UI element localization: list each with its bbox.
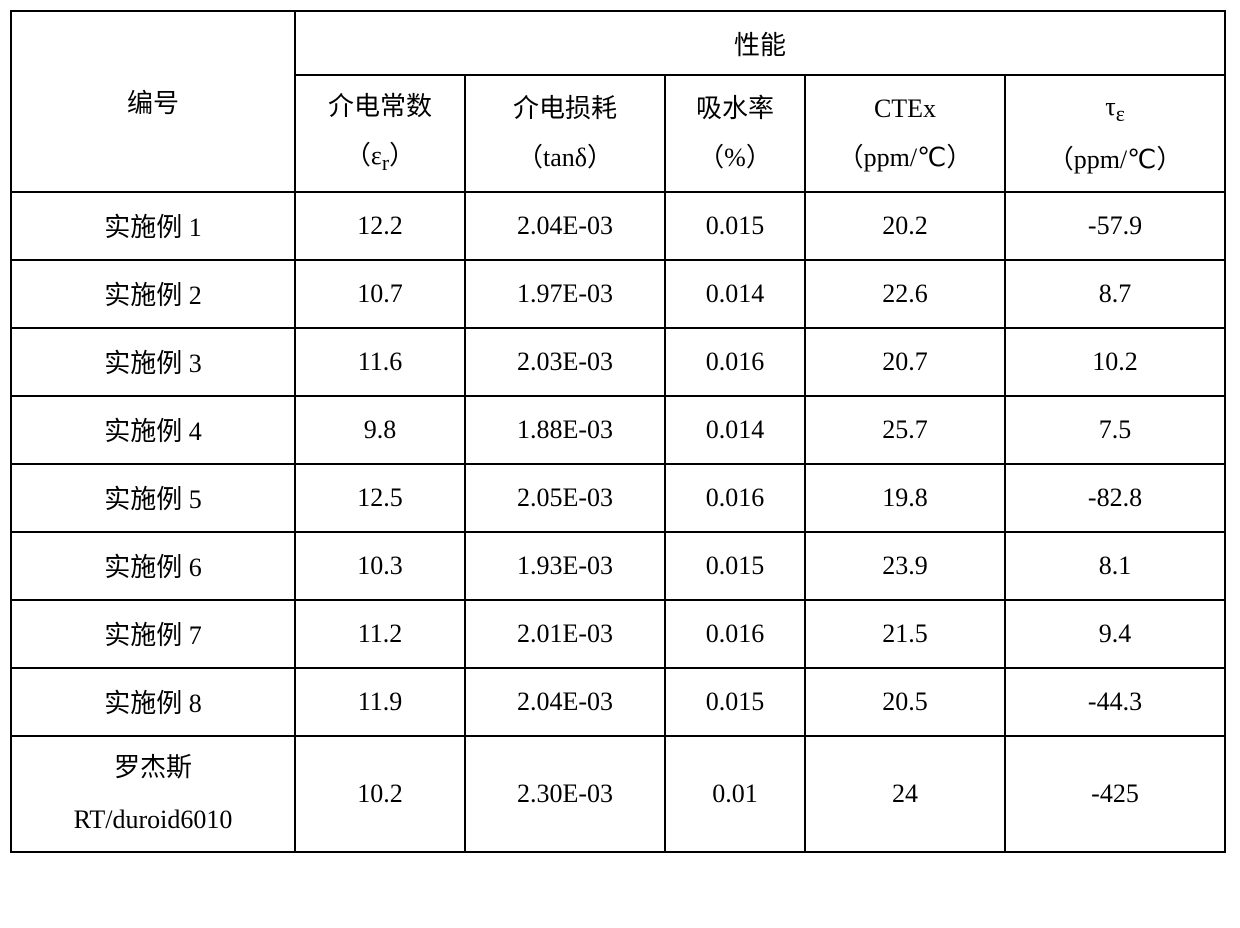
header-c3-line2: （%） [698, 143, 772, 172]
cell-id: 实施例 2 [11, 260, 295, 328]
cell-v1: 12.5 [295, 464, 465, 532]
cell-v3: 0.014 [665, 260, 805, 328]
header-id: 编号 [11, 11, 295, 192]
cell-v2: 2.04E-03 [465, 192, 665, 260]
header-c4-line1: CTEx [874, 94, 936, 123]
cell-v2: 1.88E-03 [465, 396, 665, 464]
table-row: 实施例 5 12.5 2.05E-03 0.016 19.8 -82.8 [11, 464, 1225, 532]
cell-v2: 2.05E-03 [465, 464, 665, 532]
cell-v1: 10.2 [295, 736, 465, 852]
cell-v1: 9.8 [295, 396, 465, 464]
header-c2-line2: （tanδ） [517, 143, 613, 172]
cell-v5: 8.1 [1005, 532, 1225, 600]
cell-v5: 8.7 [1005, 260, 1225, 328]
cell-v2: 2.03E-03 [465, 328, 665, 396]
header-c2-line1: 介电损耗 [513, 94, 617, 123]
cell-v3: 0.016 [665, 328, 805, 396]
header-group: 性能 [295, 11, 1225, 75]
header-dielectric-loss: 介电损耗 （tanδ） [465, 75, 665, 192]
table-row: 实施例 7 11.2 2.01E-03 0.016 21.5 9.4 [11, 600, 1225, 668]
cell-v3: 0.01 [665, 736, 805, 852]
cell-v2: 1.93E-03 [465, 532, 665, 600]
cell-v2: 2.04E-03 [465, 668, 665, 736]
cell-v4: 20.5 [805, 668, 1005, 736]
header-c1-line2b: ） [389, 141, 415, 170]
table-row: 实施例 8 11.9 2.04E-03 0.015 20.5 -44.3 [11, 668, 1225, 736]
cell-v1: 11.6 [295, 328, 465, 396]
cell-id: 实施例 6 [11, 532, 295, 600]
cell-id: 实施例 7 [11, 600, 295, 668]
last-id-line1: 罗杰斯 [114, 753, 192, 782]
table-row: 实施例 6 10.3 1.93E-03 0.015 23.9 8.1 [11, 532, 1225, 600]
cell-v5: -425 [1005, 736, 1225, 852]
cell-v5: -44.3 [1005, 668, 1225, 736]
cell-v4: 25.7 [805, 396, 1005, 464]
cell-v2: 2.30E-03 [465, 736, 665, 852]
cell-v2: 2.01E-03 [465, 600, 665, 668]
header-c1-line2a: （ε [345, 141, 382, 170]
cell-v3: 0.015 [665, 532, 805, 600]
header-c3-line1: 吸水率 [696, 94, 774, 123]
cell-v3: 0.014 [665, 396, 805, 464]
header-water-absorption: 吸水率 （%） [665, 75, 805, 192]
cell-v4: 24 [805, 736, 1005, 852]
cell-v1: 11.2 [295, 600, 465, 668]
cell-v4: 20.2 [805, 192, 1005, 260]
table-row-last: 罗杰斯 RT/duroid6010 10.2 2.30E-03 0.01 24 … [11, 736, 1225, 852]
cell-v3: 0.016 [665, 464, 805, 532]
cell-id: 实施例 4 [11, 396, 295, 464]
header-c4-line2: （ppm/℃） [838, 143, 973, 172]
cell-v5: 9.4 [1005, 600, 1225, 668]
cell-v1: 10.7 [295, 260, 465, 328]
cell-v3: 0.016 [665, 600, 805, 668]
properties-table: 编号 性能 介电常数 （εr） 介电损耗 （tanδ） 吸水率 （%） CTEx… [10, 10, 1226, 853]
table-row: 实施例 2 10.7 1.97E-03 0.014 22.6 8.7 [11, 260, 1225, 328]
cell-v5: 10.2 [1005, 328, 1225, 396]
header-c1-sub: r [382, 152, 389, 176]
header-ctex: CTEx （ppm/℃） [805, 75, 1005, 192]
last-id-line2: RT/duroid6010 [74, 805, 233, 834]
table-row: 实施例 3 11.6 2.03E-03 0.016 20.7 10.2 [11, 328, 1225, 396]
header-c1-line1: 介电常数 [328, 92, 432, 121]
cell-v1: 11.9 [295, 668, 465, 736]
cell-v5: -82.8 [1005, 464, 1225, 532]
cell-v3: 0.015 [665, 192, 805, 260]
header-c5-line2: （ppm/℃） [1048, 145, 1183, 174]
cell-id-last: 罗杰斯 RT/duroid6010 [11, 736, 295, 852]
cell-v4: 23.9 [805, 532, 1005, 600]
cell-id: 实施例 5 [11, 464, 295, 532]
header-dielectric-constant: 介电常数 （εr） [295, 75, 465, 192]
table-row: 实施例 1 12.2 2.04E-03 0.015 20.2 -57.9 [11, 192, 1225, 260]
table-row: 实施例 4 9.8 1.88E-03 0.014 25.7 7.5 [11, 396, 1225, 464]
cell-id: 实施例 3 [11, 328, 295, 396]
header-c5-sub: ε [1116, 102, 1125, 126]
cell-v1: 10.3 [295, 532, 465, 600]
cell-v5: -57.9 [1005, 192, 1225, 260]
cell-v3: 0.015 [665, 668, 805, 736]
cell-v5: 7.5 [1005, 396, 1225, 464]
cell-id: 实施例 1 [11, 192, 295, 260]
cell-v4: 19.8 [805, 464, 1005, 532]
cell-id: 实施例 8 [11, 668, 295, 736]
cell-v2: 1.97E-03 [465, 260, 665, 328]
cell-v4: 21.5 [805, 600, 1005, 668]
header-c5-line1a: τ [1105, 92, 1115, 121]
table-header-row-1: 编号 性能 [11, 11, 1225, 75]
cell-v1: 12.2 [295, 192, 465, 260]
cell-v4: 22.6 [805, 260, 1005, 328]
header-tau-epsilon: τε （ppm/℃） [1005, 75, 1225, 192]
cell-v4: 20.7 [805, 328, 1005, 396]
